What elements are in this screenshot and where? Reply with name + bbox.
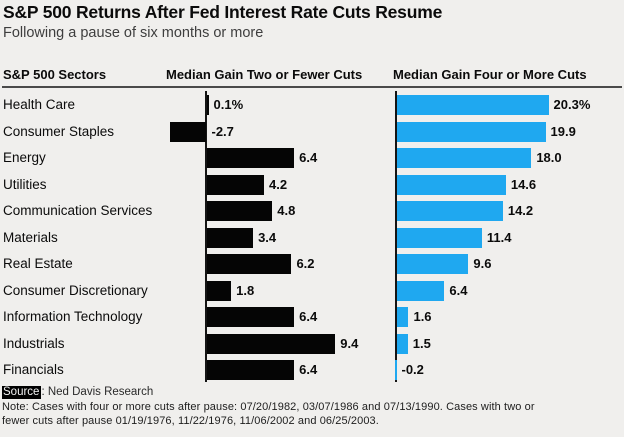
value-label: 14.6: [510, 176, 537, 192]
sector-label: Financials: [3, 362, 64, 377]
note-line-1: Note: Cases with four or more cuts after…: [2, 401, 535, 413]
column-header-two-or-fewer-cuts: Median Gain Two or Fewer Cuts: [166, 67, 363, 82]
value-label: 19.9: [550, 123, 576, 139]
bar-two-or-fewer-materials: [206, 227, 254, 248]
sector-label: Real Estate: [3, 256, 73, 271]
page-title: S&P 500 Returns After Fed Interest Rate …: [3, 2, 443, 22]
value-label: 1.5: [412, 335, 431, 351]
value-label: 6.4: [449, 282, 468, 298]
header-divider: [2, 86, 622, 88]
bar-two-or-fewer-communication-services: [206, 201, 273, 221]
bar-four-or-more-health-care: [396, 95, 549, 115]
sector-label: Communication Services: [3, 203, 153, 218]
sector-label: Energy: [3, 150, 46, 165]
sector-label: Health Care: [3, 97, 76, 112]
bar-two-or-fewer-information-technology: [206, 307, 295, 327]
bar-two-or-fewer-utilities: [206, 174, 265, 195]
bar-two-or-fewer-consumer-staples: [169, 121, 207, 142]
bar-four-or-more-information-technology: [396, 307, 409, 327]
zero-axis-left-column: [205, 91, 207, 382]
sector-label: Utilities: [3, 176, 47, 192]
source-label-highlighted: Source: [2, 386, 42, 399]
bar-four-or-more-financials: [394, 360, 397, 380]
value-label: 1.8: [236, 282, 255, 298]
value-label: 20.3%: [553, 97, 591, 112]
bar-two-or-fewer-health-care: [206, 95, 209, 115]
bar-two-or-fewer-financials: [206, 360, 295, 380]
bar-four-or-more-energy: [396, 148, 532, 168]
source-text: : Ned Davis Research: [41, 386, 154, 398]
chart-subtitle: Following a pause of six months or more: [3, 25, 264, 41]
value-label: 9.6: [473, 256, 492, 271]
sector-label: Consumer Discretionary: [3, 282, 148, 298]
value-label: 4.2: [269, 176, 288, 192]
bar-four-or-more-communication-services: [396, 201, 503, 221]
value-label: 14.2: [507, 203, 534, 218]
bar-four-or-more-real-estate: [396, 254, 469, 274]
column-header-sectors: S&P 500 Sectors: [3, 67, 107, 82]
value-label: 3.4: [258, 229, 277, 245]
bar-two-or-fewer-consumer-discretionary: [206, 280, 232, 301]
bar-four-or-more-utilities: [396, 174, 506, 195]
bar-four-or-more-materials: [396, 227, 482, 248]
bar-two-or-fewer-industrials: [206, 333, 336, 354]
note-line-2: fewer cuts after pause 01/19/1976, 11/22…: [2, 415, 379, 427]
value-label: 11.4: [486, 229, 512, 245]
sector-label: Materials: [3, 229, 58, 245]
value-label: 6.4: [299, 150, 318, 165]
column-header-four-or-more-cuts: Median Gain Four or More Cuts: [393, 67, 587, 82]
value-label: 6.4: [299, 362, 318, 377]
value-label: 9.4: [340, 335, 359, 351]
value-label: -0.2: [401, 362, 424, 377]
value-label: 0.1%: [213, 97, 244, 112]
bar-two-or-fewer-real-estate: [206, 254, 292, 274]
sector-label: Industrials: [3, 335, 65, 351]
value-label: 18.0: [536, 150, 562, 165]
sector-label: Information Technology: [3, 309, 143, 324]
value-label: 6.2: [296, 256, 315, 271]
value-label: 4.8: [277, 203, 296, 218]
bar-four-or-more-industrials: [396, 333, 408, 354]
bar-four-or-more-consumer-discretionary: [396, 280, 445, 301]
value-label: 6.4: [299, 309, 318, 324]
value-label: -2.7: [211, 123, 234, 139]
zero-axis-right-column: [395, 91, 397, 382]
source-line: Source: Ned Davis Research: [2, 386, 154, 399]
sector-label: Consumer Staples: [3, 123, 115, 139]
bar-two-or-fewer-energy: [206, 148, 295, 168]
value-label: 1.6: [413, 309, 432, 324]
bar-four-or-more-consumer-staples: [396, 121, 546, 142]
